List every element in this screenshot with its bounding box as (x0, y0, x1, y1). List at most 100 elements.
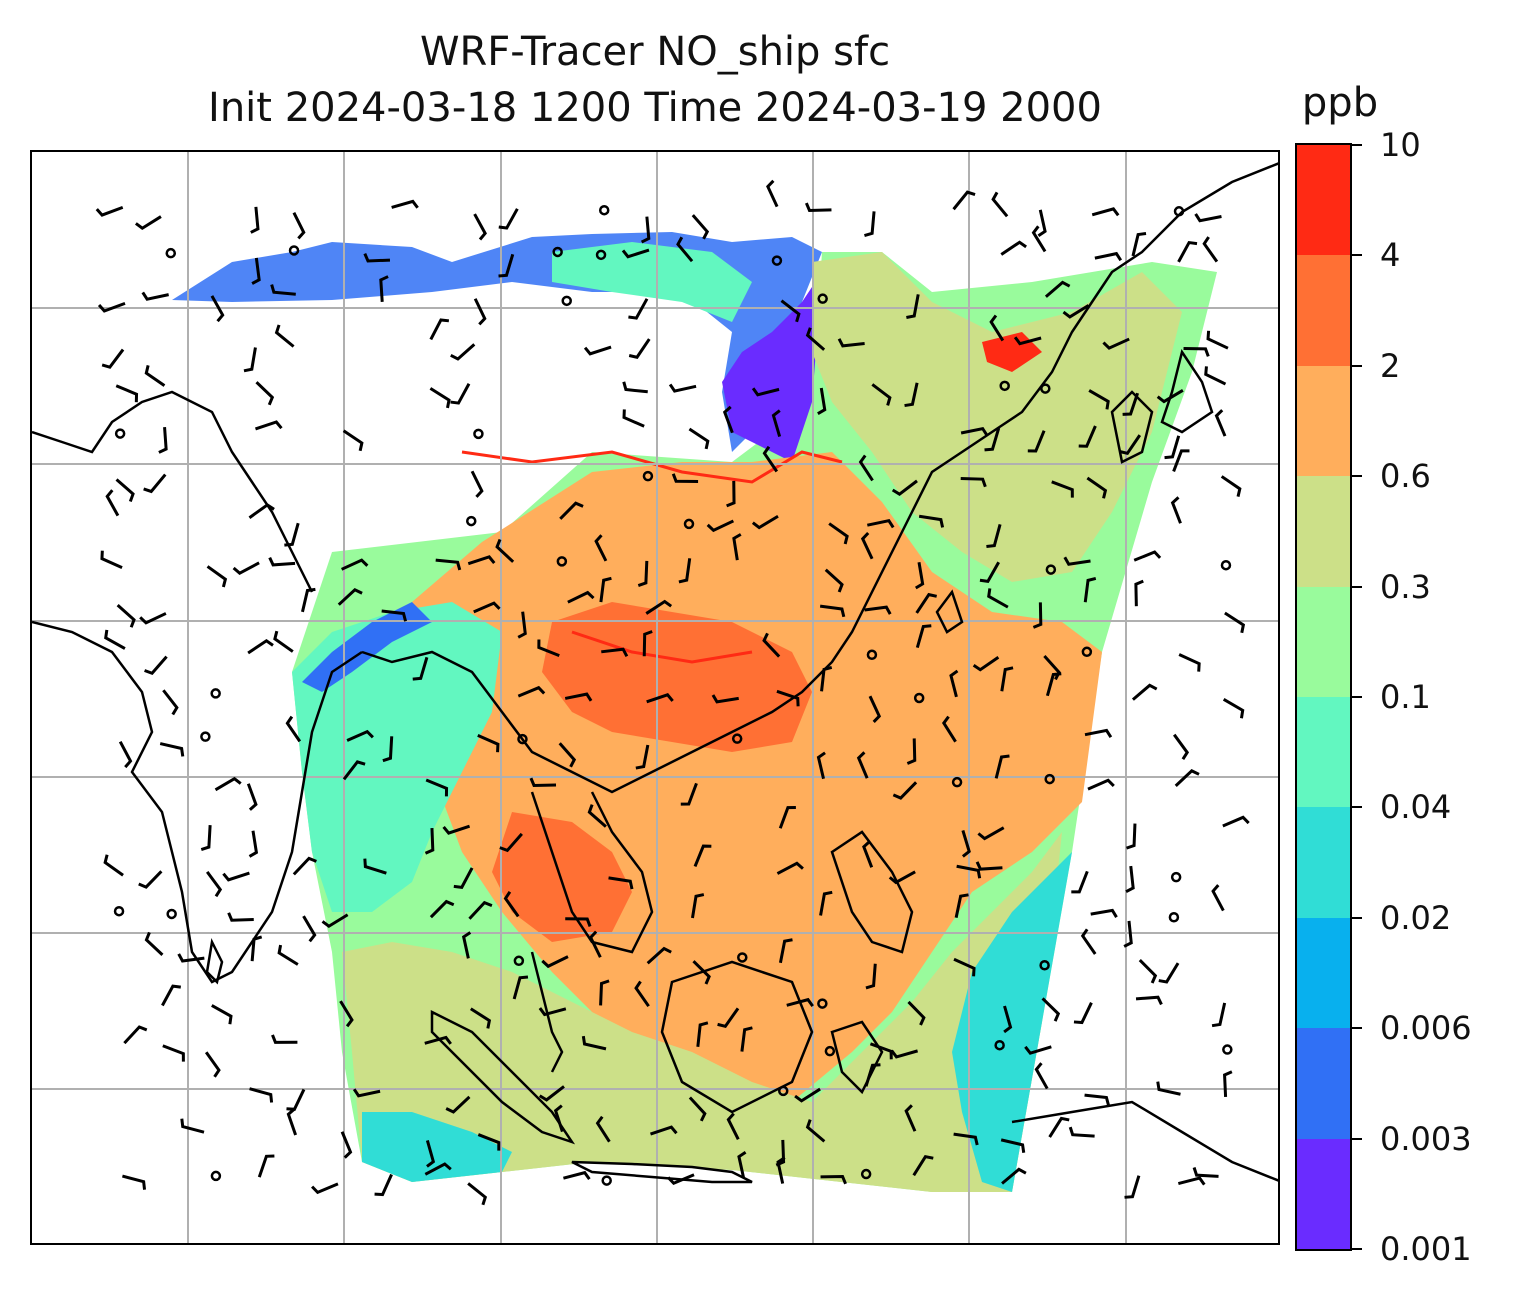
wind-barb (284, 522, 300, 547)
wind-barb (1027, 430, 1046, 453)
wind-barb (538, 1007, 567, 1017)
wind-barb (860, 531, 874, 560)
wind-barb (645, 599, 673, 615)
calm-wind-marker (994, 1039, 1005, 1051)
wind-barb (751, 514, 779, 530)
wind-barb (868, 695, 882, 723)
wind-barb (1202, 236, 1219, 263)
wind-barb (1131, 231, 1147, 257)
wind-barb (587, 804, 607, 828)
wind-barb (696, 1021, 709, 1047)
wind-barb (473, 298, 487, 326)
colorbar-tick-label: 0.1 (1380, 678, 1431, 716)
colorbar-tick-label: 10 (1380, 126, 1421, 164)
wind-barb (473, 601, 501, 614)
colorbar-band (1297, 1028, 1350, 1139)
wind-barb (941, 715, 957, 743)
wind-barb (257, 1154, 275, 1178)
wind-barb (915, 592, 938, 614)
colorbar-band (1297, 144, 1350, 256)
wind-barb (912, 1155, 934, 1177)
wind-barb (1173, 733, 1190, 760)
wind-barb (690, 893, 705, 919)
wind-barb (1223, 1070, 1233, 1098)
wind-barb (819, 604, 846, 618)
wind-barb (503, 890, 520, 918)
wind-barb (461, 931, 472, 959)
wind-barb (563, 1170, 591, 1180)
calm-wind-marker (999, 380, 1010, 392)
wind-barb (711, 694, 739, 704)
wind-barb (249, 1087, 274, 1103)
colorbar-tick (1352, 806, 1362, 809)
wind-barb (467, 555, 496, 566)
colorbar-band (1297, 476, 1350, 587)
wind-barb (867, 519, 895, 529)
wind-barb (445, 1095, 471, 1114)
calm-wind-marker (601, 1175, 612, 1186)
wind-barb (1133, 550, 1162, 562)
wind-barb (429, 387, 451, 409)
wind-barb (588, 930, 602, 958)
calm-wind-marker (866, 649, 878, 661)
wind-barb (984, 427, 1001, 452)
calm-wind-marker (817, 998, 828, 1009)
field-darkorange-south (492, 812, 632, 942)
wind-barb (740, 1026, 753, 1052)
wind-barb (979, 561, 1000, 583)
wind-barb (904, 382, 919, 408)
wind-barb (277, 944, 299, 966)
wind-barb (1164, 435, 1181, 460)
wind-barb (391, 199, 419, 209)
field-northeast-yellow (812, 252, 1182, 582)
wind-barb (285, 715, 302, 743)
wind-barb (778, 938, 793, 964)
wind-barb (1071, 870, 1089, 894)
wind-barb (637, 560, 649, 587)
wind-barb (891, 479, 918, 497)
wind-barb (906, 738, 917, 765)
wind-barb (1174, 769, 1200, 787)
wind-barb (1177, 1176, 1206, 1186)
calm-wind-marker (642, 470, 654, 482)
wind-barb (1206, 330, 1229, 350)
wind-barb (1084, 1093, 1110, 1106)
wind-barb (805, 327, 826, 351)
field-center-red-line (461, 450, 843, 664)
wind-barb (301, 587, 316, 613)
wind-barb (650, 1125, 678, 1136)
wind-barb (1041, 997, 1061, 1022)
wind-barb (1131, 683, 1158, 701)
wind-barb (819, 890, 833, 916)
calm-wind-marker (598, 204, 610, 216)
wind-barb (678, 558, 692, 584)
wind-barb (243, 347, 257, 373)
colorbar-band (1297, 917, 1350, 1029)
wind-barb (676, 236, 694, 263)
wind-barb (646, 946, 672, 965)
wind-barb (671, 473, 699, 483)
wind-barb (248, 503, 275, 519)
wind-barb (177, 953, 205, 963)
wind-barb (311, 1182, 339, 1195)
wind-barb (567, 590, 595, 604)
wind-barb (1003, 1005, 1013, 1034)
wind-barb (622, 409, 645, 428)
colorbar (1295, 143, 1352, 1251)
coastline-malay (530, 951, 564, 1073)
wind-barb (1178, 653, 1201, 672)
wind-barb (1119, 434, 1142, 455)
wind-barb (538, 1085, 565, 1102)
calm-wind-marker (1220, 559, 1232, 571)
wind-barb (1220, 475, 1242, 497)
wind-barb (97, 301, 126, 313)
wind-barb (635, 744, 650, 770)
wind-barb (1024, 1045, 1052, 1055)
wind-barb (1001, 1167, 1027, 1185)
calm-wind-marker (513, 955, 525, 967)
colorbar-tick (1352, 1137, 1362, 1140)
wind-barb (144, 931, 164, 956)
calm-wind-marker (166, 908, 177, 920)
colorbar-tick (1352, 364, 1362, 367)
coastline-taiwan (935, 589, 964, 634)
